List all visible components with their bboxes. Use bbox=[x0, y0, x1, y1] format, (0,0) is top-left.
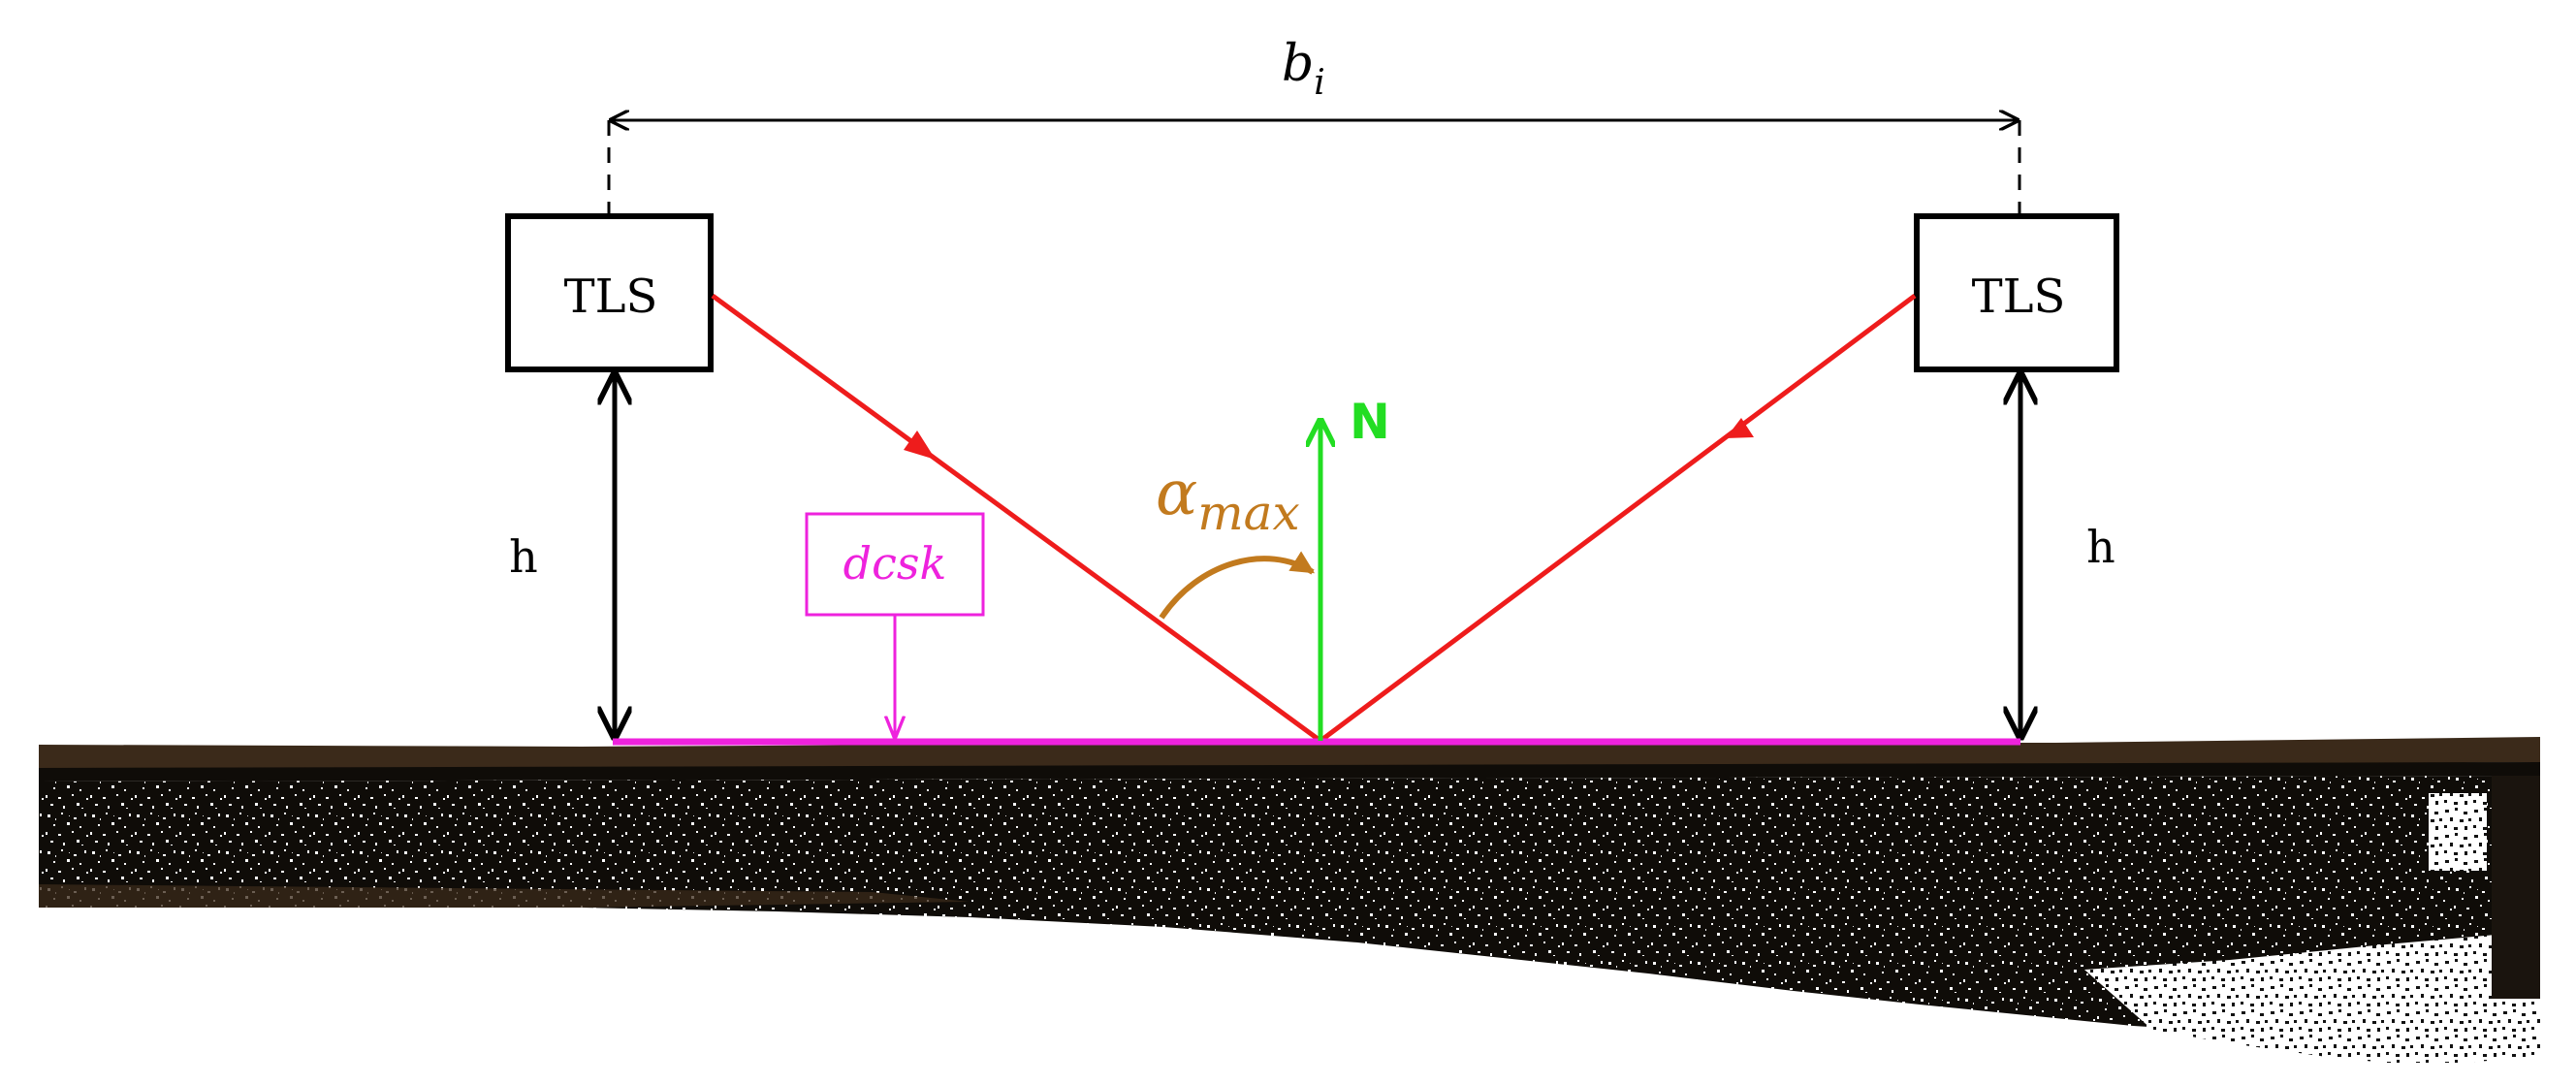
beam-left-arrowhead bbox=[904, 431, 936, 460]
tls-right-rect bbox=[1914, 213, 2119, 372]
surface-normal: N bbox=[1320, 394, 1390, 741]
ground-end-block bbox=[2429, 793, 2487, 871]
angle-arc bbox=[1159, 551, 1316, 620]
incidence-angle: αmax bbox=[1156, 458, 1316, 620]
baseline-dimension: bi bbox=[607, 35, 2021, 215]
height-left: h bbox=[509, 374, 615, 737]
tls-right-box: TLS bbox=[1914, 213, 2119, 372]
beam-left bbox=[711, 293, 1322, 744]
tls-left-rect bbox=[505, 213, 714, 372]
ground-bottom-strip bbox=[39, 884, 970, 908]
beam-right-arrowhead bbox=[1726, 418, 1754, 438]
normal-label: N bbox=[1350, 394, 1390, 450]
baseline-label: bi bbox=[1282, 35, 1325, 103]
tls-right-label: TLS bbox=[1972, 270, 2066, 324]
ground-edge-line bbox=[39, 762, 2540, 782]
dcsk-label-box bbox=[805, 512, 985, 617]
tls-left-box: TLS bbox=[505, 213, 714, 372]
laser-beams bbox=[711, 293, 1917, 744]
height-right: h bbox=[2020, 374, 2115, 737]
ground-end-frame bbox=[2492, 776, 2540, 999]
point-cloud-ground bbox=[39, 737, 2540, 1063]
dcsk-surface: dcsk bbox=[613, 512, 2020, 746]
beam-right bbox=[1319, 293, 1917, 744]
height-right-label: h bbox=[2086, 521, 2115, 573]
ground-body bbox=[39, 776, 2540, 1032]
tls-left-label: TLS bbox=[564, 270, 658, 324]
angle-label: αmax bbox=[1156, 458, 1300, 541]
height-left-label: h bbox=[509, 530, 538, 583]
dcsk-label: dcsk bbox=[843, 537, 947, 590]
ground-dense-region bbox=[2084, 931, 2540, 1063]
